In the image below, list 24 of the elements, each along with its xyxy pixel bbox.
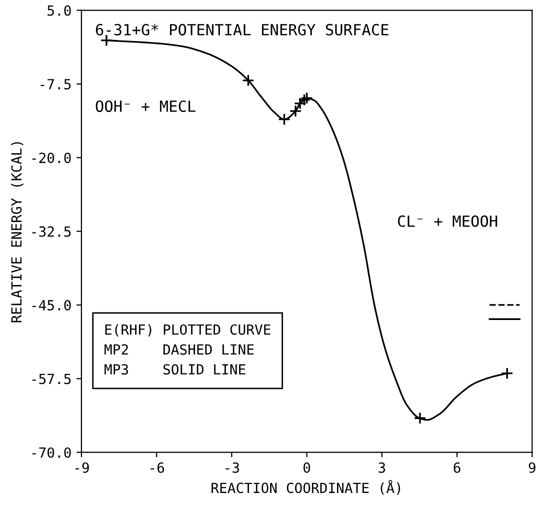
y-tick-label: -70.0 [32, 447, 71, 458]
annotation: 6-31+G* POTENTIAL ENERGY SURFACE [96, 24, 388, 36]
x-tick-label: -3 [226, 462, 239, 473]
y-tick-label: -45.0 [32, 300, 71, 310]
y-axis-title: RELATIVE ENERGY (KCAL) [10, 142, 24, 322]
x-tick-label: 0 [304, 462, 310, 473]
y-tick-label: -57.5 [32, 374, 71, 384]
y-tick-label: -32.5 [32, 226, 71, 237]
y-tick-label: -20.0 [32, 152, 71, 164]
annotation: E(RHF) PLOTTED CURVE MP2 DASHED LINE MP3 SOLID LINE [104, 324, 270, 375]
annotation: CL⁻ + MEOOH [398, 215, 498, 227]
x-tick-label: -6 [150, 462, 164, 473]
x-tick-label: 9 [528, 462, 536, 473]
annotation: OOH⁻ + MECL [96, 100, 196, 112]
point [242, 74, 254, 87]
x-tick-label: 6 [454, 462, 460, 473]
x-tick-label: -9 [76, 462, 89, 473]
y-tick-label: 5.0 [48, 5, 71, 16]
y-tick-label: -7.5 [40, 79, 71, 90]
point [278, 113, 290, 126]
x-tick-label: 3 [378, 462, 386, 473]
point [500, 367, 514, 380]
point [414, 412, 426, 424]
x-axis-title: REACTION COORDINATE (Å) [212, 480, 400, 495]
